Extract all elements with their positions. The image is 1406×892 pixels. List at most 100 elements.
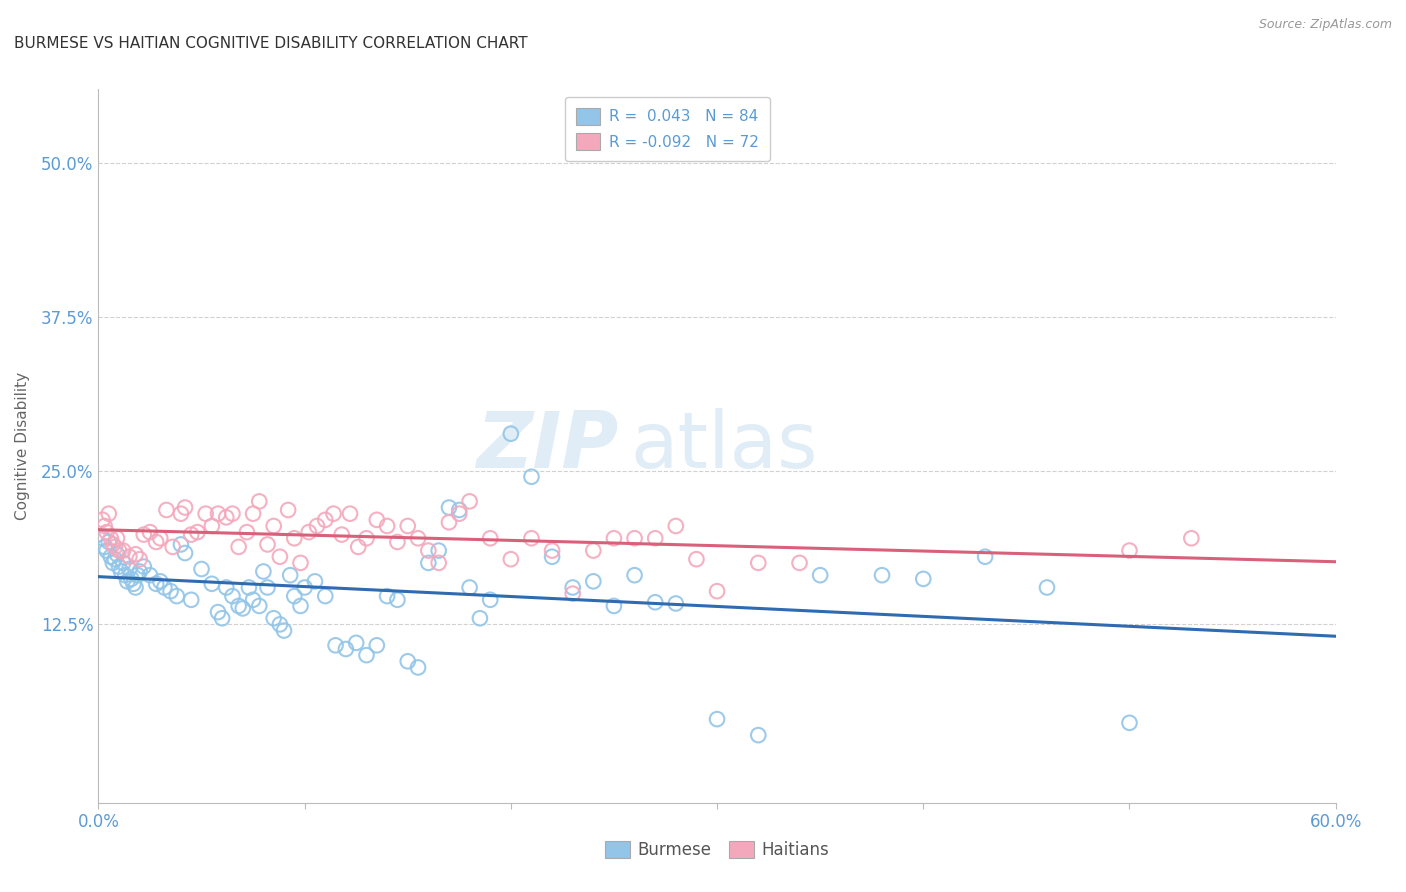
Point	[335, 642, 357, 657]
Point	[190, 562, 212, 576]
Point	[100, 549, 122, 564]
Point	[304, 574, 326, 589]
Point	[665, 519, 688, 533]
Point	[139, 525, 162, 540]
Point	[366, 638, 388, 652]
Point	[186, 525, 208, 540]
Point	[269, 617, 291, 632]
Point	[499, 426, 522, 441]
Point	[808, 568, 831, 582]
Point	[294, 581, 316, 595]
Point	[207, 605, 229, 619]
Point	[180, 592, 202, 607]
Point	[366, 513, 388, 527]
Point	[499, 552, 522, 566]
Point	[118, 549, 141, 564]
Point	[242, 507, 264, 521]
Point	[375, 589, 398, 603]
Point	[114, 568, 136, 582]
Point	[437, 500, 460, 515]
Point	[145, 535, 167, 549]
Point	[344, 636, 367, 650]
Point	[215, 510, 238, 524]
Point	[747, 556, 769, 570]
Point	[325, 638, 347, 652]
Point	[108, 543, 131, 558]
Point	[520, 531, 543, 545]
Point	[108, 559, 131, 574]
Point	[685, 552, 707, 566]
Point	[101, 537, 124, 551]
Point	[256, 537, 278, 551]
Point	[305, 519, 328, 533]
Point	[278, 568, 301, 582]
Point	[356, 531, 378, 545]
Point	[283, 589, 305, 603]
Point	[479, 592, 502, 607]
Point	[153, 581, 176, 595]
Text: Source: ZipAtlas.com: Source: ZipAtlas.com	[1258, 18, 1392, 31]
Point	[118, 562, 141, 576]
Point	[211, 611, 233, 625]
Point	[1118, 543, 1140, 558]
Point	[1118, 715, 1140, 730]
Point	[644, 595, 666, 609]
Y-axis label: Cognitive Disability: Cognitive Disability	[15, 372, 30, 520]
Point	[201, 519, 224, 533]
Point	[974, 549, 997, 564]
Point	[132, 527, 155, 541]
Point	[236, 525, 259, 540]
Point	[170, 537, 193, 551]
Point	[96, 543, 118, 558]
Text: BURMESE VS HAITIAN COGNITIVE DISABILITY CORRELATION CHART: BURMESE VS HAITIAN COGNITIVE DISABILITY …	[14, 36, 527, 51]
Point	[603, 599, 626, 613]
Point	[256, 581, 278, 595]
Point	[228, 599, 250, 613]
Point	[706, 584, 728, 599]
Point	[166, 589, 188, 603]
Point	[149, 531, 172, 545]
Point	[100, 531, 122, 545]
Point	[283, 531, 305, 545]
Point	[104, 540, 127, 554]
Point	[105, 531, 128, 545]
Point	[180, 527, 202, 541]
Point	[1036, 581, 1059, 595]
Point	[298, 525, 321, 540]
Point	[789, 556, 811, 570]
Point	[582, 543, 605, 558]
Point	[314, 589, 336, 603]
Point	[387, 592, 409, 607]
Point	[124, 581, 146, 595]
Point	[290, 556, 312, 570]
Point	[207, 507, 229, 521]
Point	[623, 568, 645, 582]
Point	[437, 516, 460, 530]
Point	[149, 574, 172, 589]
Point	[112, 543, 135, 558]
Point	[120, 572, 142, 586]
Point	[128, 552, 150, 566]
Point	[277, 503, 299, 517]
Point	[541, 543, 564, 558]
Point	[162, 540, 184, 554]
Point	[347, 540, 370, 554]
Point	[418, 543, 440, 558]
Point	[110, 565, 132, 579]
Point	[339, 507, 361, 521]
Point	[418, 556, 440, 570]
Point	[128, 565, 150, 579]
Point	[644, 531, 666, 545]
Point	[747, 728, 769, 742]
Point	[263, 519, 285, 533]
Point	[97, 535, 120, 549]
Text: atlas: atlas	[630, 408, 818, 484]
Point	[582, 574, 605, 589]
Point	[101, 556, 124, 570]
Point	[375, 519, 398, 533]
Point	[93, 540, 115, 554]
Point	[159, 584, 181, 599]
Point	[124, 547, 146, 561]
Point	[520, 469, 543, 483]
Point	[127, 568, 149, 582]
